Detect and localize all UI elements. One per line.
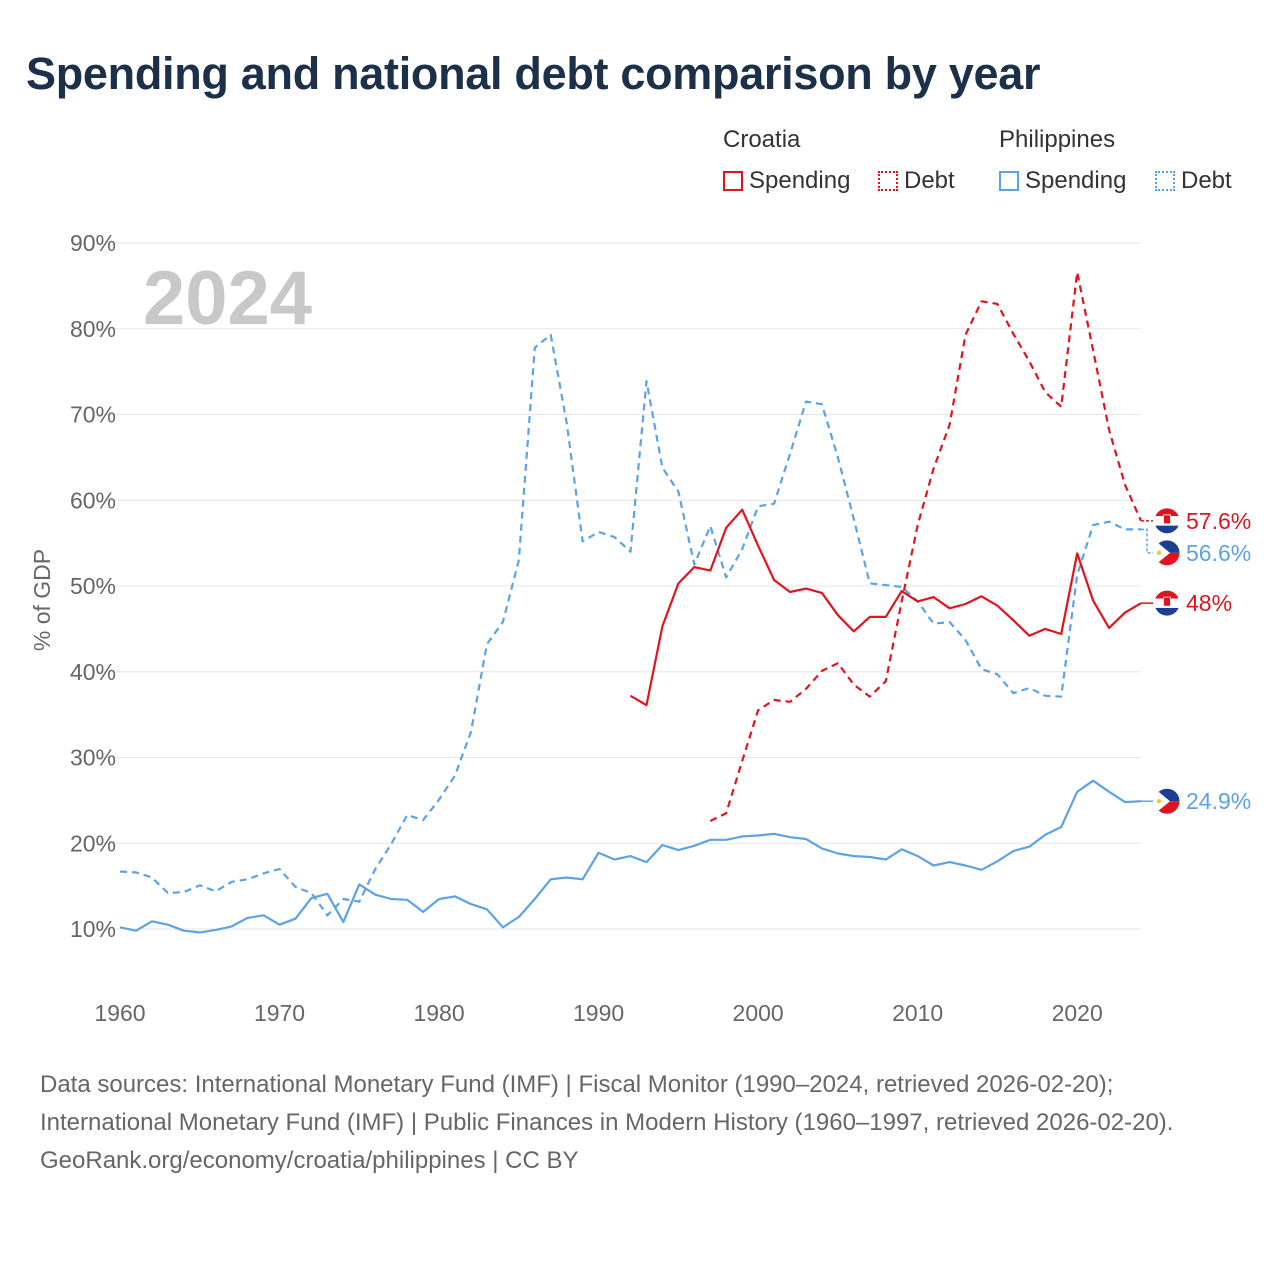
page-title: Spending and national debt comparison by… — [26, 48, 1041, 99]
end-value-label: 56.6% — [1186, 540, 1251, 566]
legend-label: Spending — [749, 167, 851, 194]
line-chart: 10% 20% 30% 40% 50% 60% 70% 80% 90% 1960 1970 1980… — [29, 230, 1251, 1026]
legend-label: Spending — [1025, 167, 1127, 194]
philippines-flag-icon — [1153, 539, 1181, 567]
footer: Data sources: International Monetary Fun… — [40, 1066, 1240, 1180]
y-tick-label: 10% — [70, 916, 116, 942]
x-tick-label: 2020 — [1052, 1000, 1103, 1026]
legend-philippines-spending[interactable]: Spending — [999, 167, 1126, 195]
y-tick-label: 70% — [70, 402, 116, 428]
legend-label: Debt — [1181, 167, 1232, 194]
legend-philippines-debt[interactable]: Debt — [1155, 167, 1232, 195]
dashed-line-swatch-icon — [1155, 171, 1175, 191]
y-tick-label: 30% — [70, 745, 116, 771]
legend-croatia-title: Croatia — [723, 126, 801, 153]
legend-croatia-spending[interactable]: Spending — [723, 167, 850, 195]
x-tick-label: 1990 — [573, 1000, 624, 1026]
end-connector — [1141, 528, 1153, 554]
y-tick-label: 80% — [70, 316, 116, 342]
x-tick-label: 1970 — [254, 1000, 305, 1026]
y-tick-label: 40% — [70, 659, 116, 685]
x-tick-label: 1980 — [413, 1000, 464, 1026]
croatia-flag-icon — [1153, 507, 1181, 535]
x-tick-label: 2010 — [892, 1000, 943, 1026]
y-tick-label: 60% — [70, 487, 116, 513]
end-value-label: 48% — [1186, 590, 1232, 616]
credit-link[interactable]: GeoRank.org/economy/croatia/philippines … — [40, 1147, 579, 1174]
legend-croatia-debt[interactable]: Debt — [878, 167, 955, 195]
data-sources: Data sources: International Monetary Fun… — [40, 1071, 1174, 1136]
y-tick-label: 20% — [70, 830, 116, 856]
x-tick-label: 2000 — [733, 1000, 784, 1026]
end-value-label: 24.9% — [1186, 788, 1251, 814]
series-line-croatia-debt[interactable] — [709, 271, 1143, 822]
end-value-label: 57.6% — [1186, 508, 1251, 534]
philippines-flag-icon — [1153, 787, 1181, 815]
series-line-croatia-spending[interactable] — [629, 508, 1142, 707]
solid-line-swatch-icon — [723, 171, 743, 191]
y-tick-label: 90% — [70, 230, 116, 256]
legend-label: Debt — [904, 167, 955, 194]
series-line-philippines-spending[interactable] — [119, 779, 1142, 934]
series-line-philippines-debt[interactable] — [119, 333, 1141, 917]
year-watermark: 2024 — [143, 256, 312, 341]
y-axis-label: % of GDP — [29, 549, 55, 651]
y-tick-label: 50% — [70, 573, 116, 599]
x-tick-label: 1960 — [94, 1000, 145, 1026]
solid-line-swatch-icon — [999, 171, 1019, 191]
legend-philippines-title: Philippines — [999, 126, 1116, 153]
dashed-line-swatch-icon — [878, 171, 898, 191]
croatia-flag-icon — [1153, 589, 1181, 617]
